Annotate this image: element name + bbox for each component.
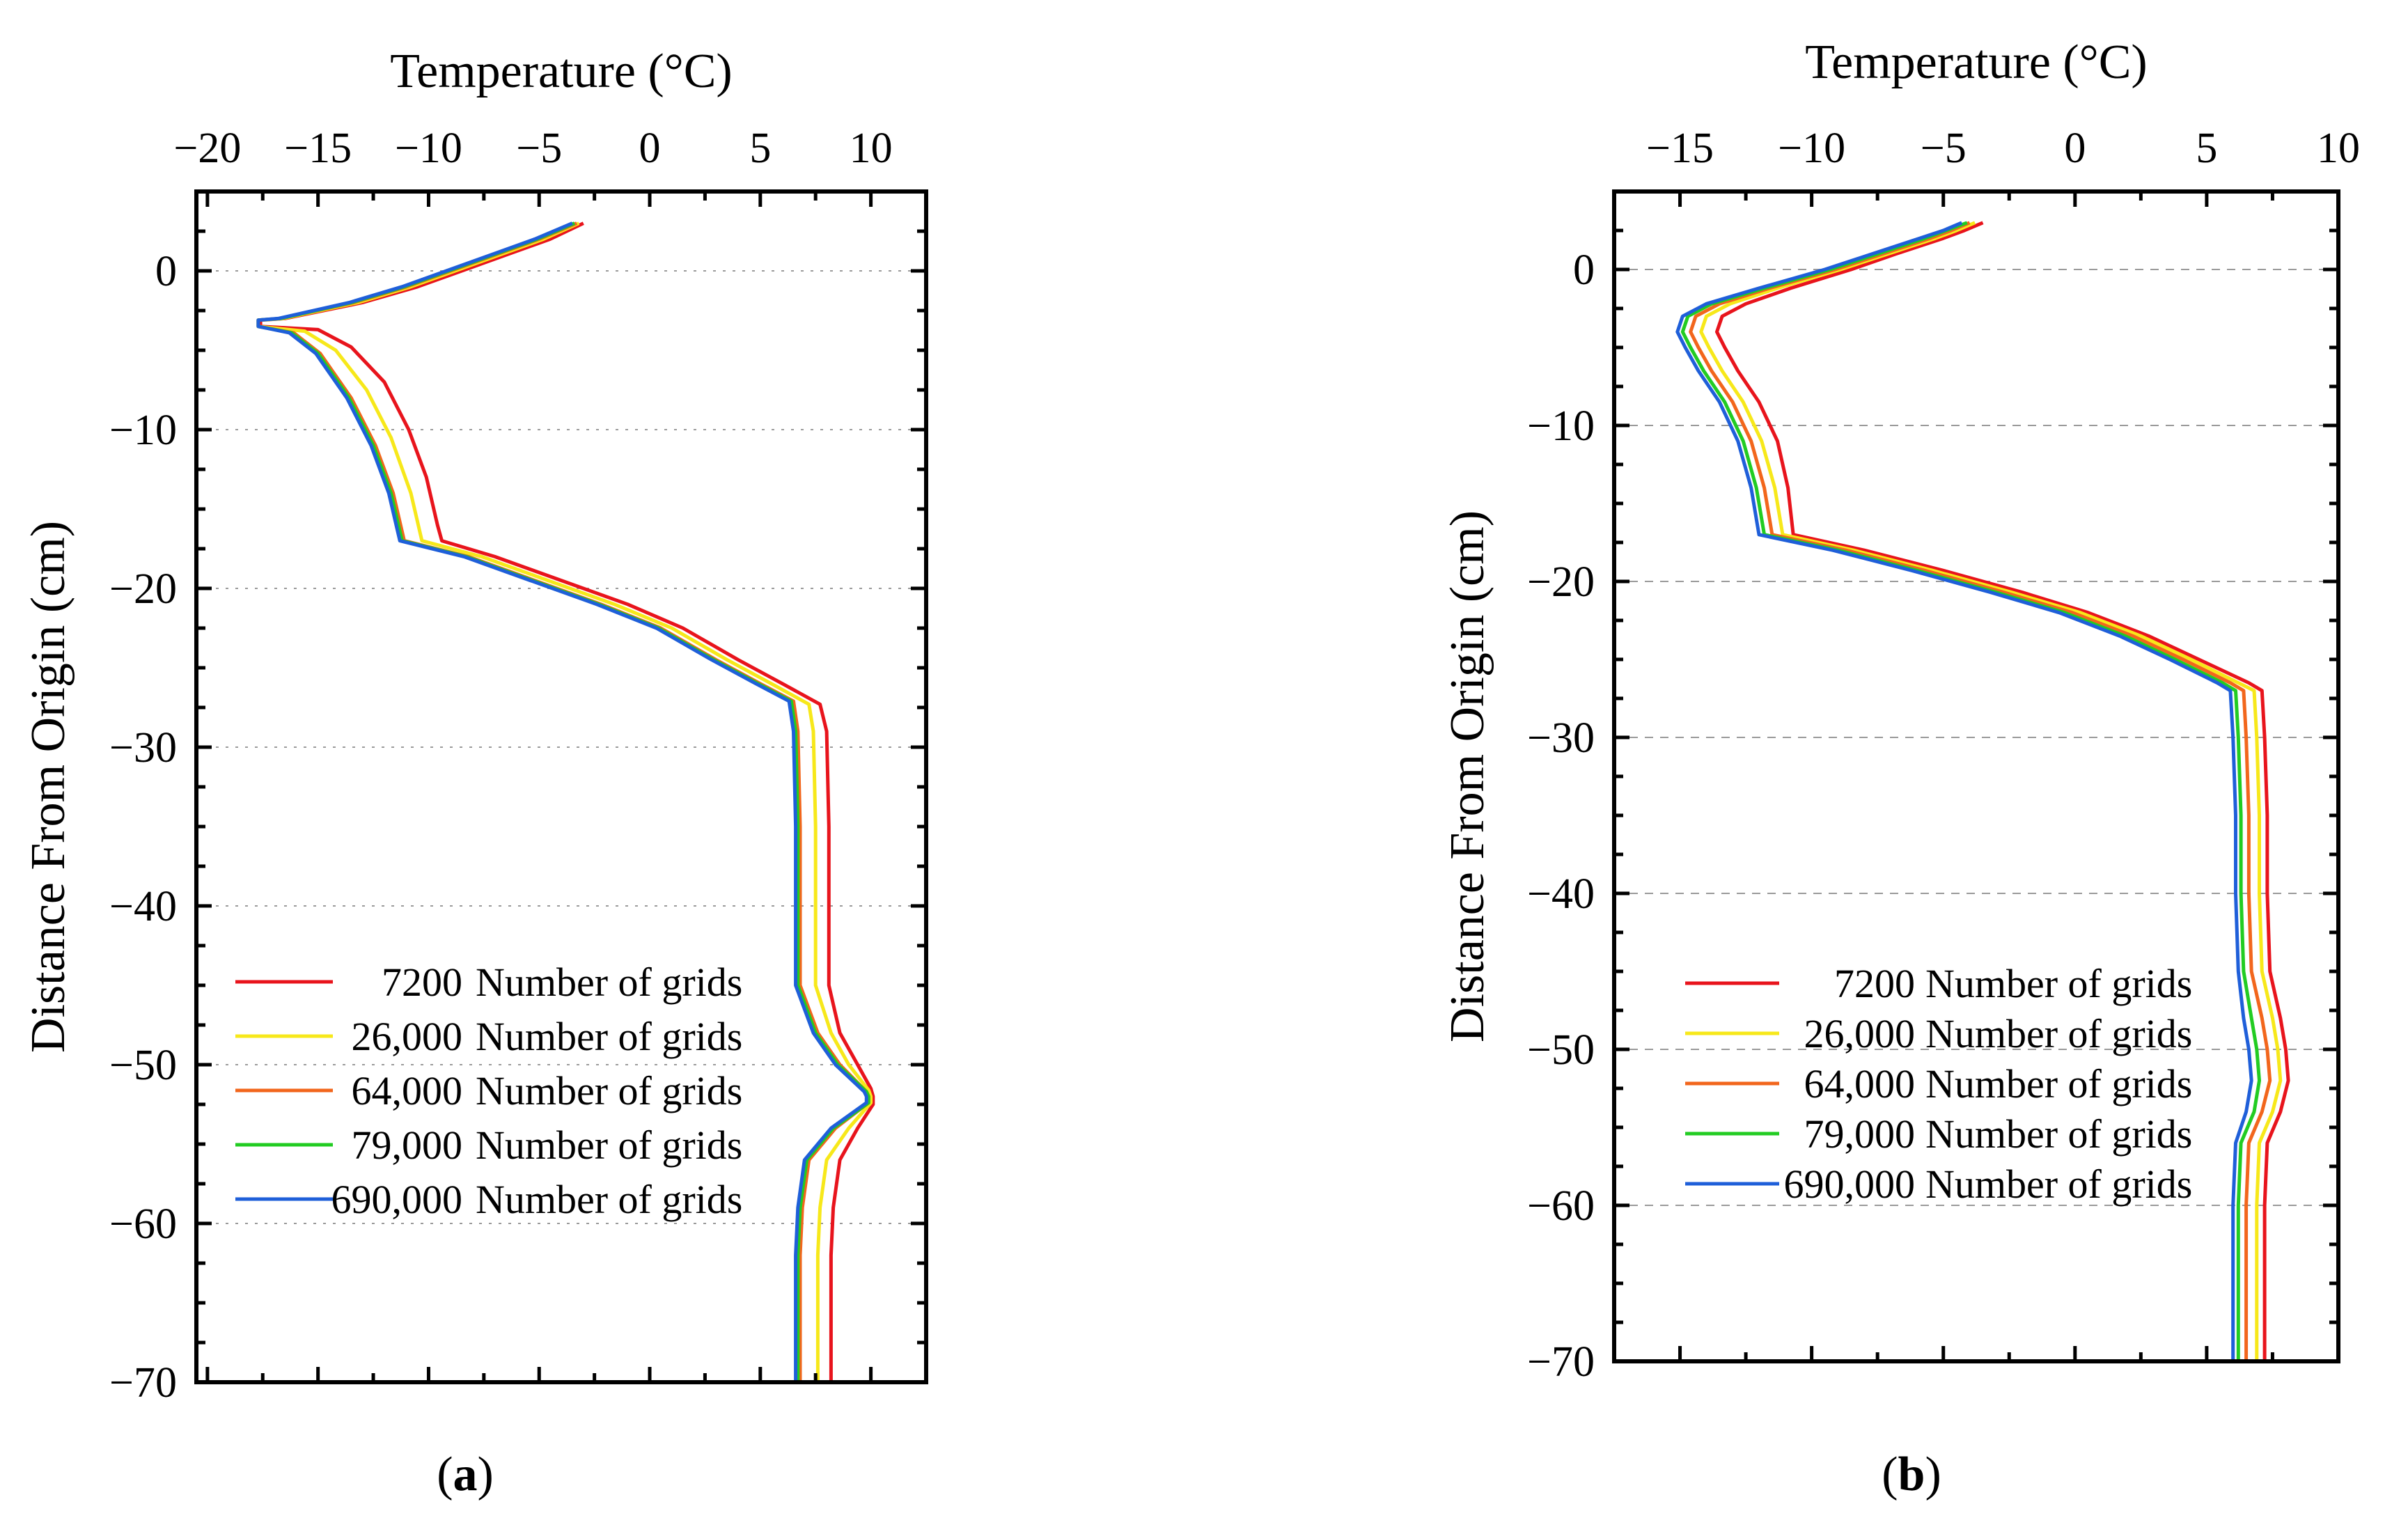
legend-suffix: Number of grids: [476, 1177, 742, 1222]
series-line-690000: [256, 221, 868, 1382]
legend-label: 64,000: [352, 1068, 463, 1113]
y-tick-label: −30: [1527, 714, 1595, 762]
x-tick-label: 5: [2196, 125, 2217, 172]
x-axis-title: Temperature (°C): [1805, 36, 2147, 89]
x-tick-label: −15: [1646, 125, 1714, 172]
y-tick-label: −70: [109, 1359, 177, 1407]
y-tick-label: 0: [1573, 247, 1595, 294]
y-tick-label: −60: [109, 1200, 177, 1248]
y-tick-label: −20: [1527, 558, 1595, 606]
x-tick-label: −5: [1921, 125, 1967, 172]
y-tick-label: −10: [109, 407, 177, 454]
legend-label: 690,000: [331, 1177, 463, 1222]
x-tick-label: 5: [749, 125, 771, 172]
y-axis-title: Distance From Origin (cm): [22, 521, 75, 1053]
legend-suffix: Number of grids: [476, 1014, 742, 1059]
panel-label: (a): [437, 1448, 494, 1501]
series-line-7200: [1715, 221, 2290, 1361]
legend-suffix: Number of grids: [1925, 961, 2192, 1006]
panel-label: (b): [1882, 1448, 1941, 1501]
y-tick-label: −50: [109, 1042, 177, 1089]
legend-label: 79,000: [1804, 1111, 1916, 1157]
legend-suffix: Number of grids: [476, 960, 742, 1005]
legend-label: 7200: [382, 960, 462, 1005]
x-tick-label: 10: [850, 125, 893, 172]
x-tick-label: 0: [639, 125, 661, 172]
x-tick-label: −10: [1778, 125, 1845, 172]
legend-label: 7200: [1834, 961, 1915, 1006]
y-tick-label: −10: [1527, 402, 1595, 450]
chart-panel-a: −20 −15 −10 −5 0 5 100−10−20−30−40−50−60−70Tem…: [22, 45, 928, 1501]
x-tick-label: −15: [284, 125, 352, 172]
series-line-64000: [1689, 221, 2272, 1361]
x-axis-title: Temperature (°C): [390, 45, 732, 98]
series-line-26000: [1699, 221, 2283, 1361]
chart-panel-b: −15 −10 −5 0 5 100−10−20−30−40−50−60−70Temper…: [1441, 36, 2360, 1501]
x-tick-label: 0: [2064, 125, 2086, 172]
x-tick-label: −5: [516, 125, 562, 172]
x-tick-label: −20: [173, 125, 241, 172]
legend-suffix: Number of grids: [1925, 1161, 2192, 1207]
legend-label: 690,000: [1784, 1161, 1916, 1207]
y-tick-label: −30: [109, 724, 177, 772]
y-tick-label: −40: [109, 883, 177, 930]
legend-label: 79,000: [352, 1122, 463, 1168]
x-tick-label: 10: [2317, 125, 2360, 172]
y-tick-label: −20: [109, 565, 177, 613]
legend-label: 64,000: [1804, 1061, 1916, 1106]
legend-suffix: Number of grids: [1925, 1061, 2192, 1106]
series-line-690000: [1675, 221, 2253, 1361]
legend-label: 26,000: [352, 1014, 463, 1059]
y-axis-title: Distance From Origin (cm): [1441, 510, 1494, 1042]
legend-suffix: Number of grids: [476, 1068, 742, 1113]
y-tick-label: −60: [1527, 1182, 1595, 1230]
y-tick-label: −40: [1527, 870, 1595, 918]
y-tick-label: 0: [155, 248, 177, 295]
x-tick-label: −10: [395, 125, 462, 172]
legend-suffix: Number of grids: [1925, 1011, 2192, 1056]
legend-suffix: Number of grids: [1925, 1111, 2192, 1157]
y-tick-label: −70: [1527, 1338, 1595, 1386]
legend-suffix: Number of grids: [476, 1122, 742, 1168]
legend-label: 26,000: [1804, 1011, 1916, 1056]
y-tick-label: −50: [1527, 1026, 1595, 1074]
